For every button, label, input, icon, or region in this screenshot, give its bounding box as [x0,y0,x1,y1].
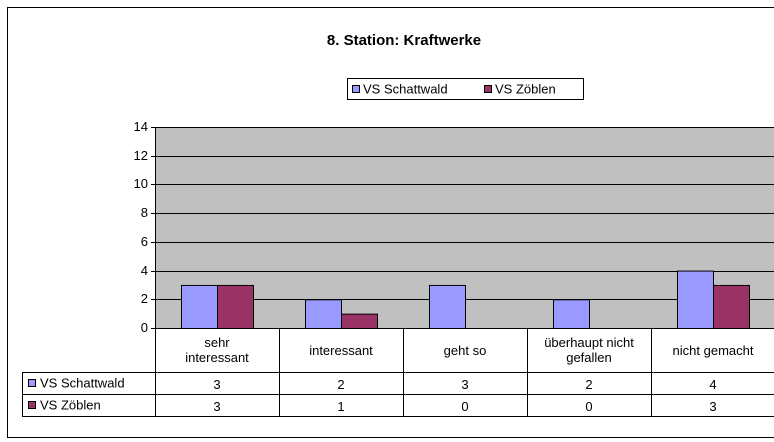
bar [217,284,254,329]
table-value: 0 [527,395,651,417]
table-swatch [28,379,36,387]
y-tick-label: 14 [134,119,148,134]
category-label-text: interessant [309,342,373,358]
table-value: 3 [651,395,774,417]
table-value-text: 3 [213,376,221,392]
table-value: 1 [279,395,403,417]
bar [181,284,218,329]
bar [553,299,590,329]
legend-box [347,78,584,100]
bar [677,270,714,330]
category-label: überhaupt nicht gefallen [527,328,651,372]
legend-swatch [352,85,360,93]
y-tick-label: 4 [141,263,148,278]
table-swatch [28,401,36,409]
category-label-text: sehr interessant [185,335,249,365]
table-value-text: 1 [337,398,345,414]
table-value-text: 3 [709,398,717,414]
table-value: 2 [279,373,403,395]
category-label: sehr interessant [155,328,279,372]
category-label: geht so [403,328,527,372]
table-value-text: 4 [709,376,717,392]
table-value-text: 0 [461,398,469,414]
chart-title: 8. Station: Kraftwerke [327,32,481,49]
table-value-text: 0 [585,398,593,414]
table-value-text: 2 [585,376,593,392]
table-value-text: 2 [337,376,345,392]
table-value-text: 3 [461,376,469,392]
category-label: interessant [279,328,403,372]
table-value-text: 3 [213,398,221,414]
bar [341,313,378,329]
table-value: 2 [527,373,651,395]
table-value: 4 [651,373,774,395]
table-value: 3 [403,373,527,395]
table-value: 3 [155,373,279,395]
table-value: 3 [155,395,279,417]
table-value: 0 [403,395,527,417]
y-tick-label: 0 [141,320,148,335]
category-label-text: überhaupt nicht gefallen [544,335,634,365]
y-tick-label: 8 [141,205,148,220]
bar [713,284,750,329]
category-label: nicht gemacht [651,328,774,372]
table-row-label: VS Schattwald [40,375,125,390]
legend-label: VS Schattwald [363,81,448,96]
category-label-text: geht so [443,342,487,358]
bar [429,284,466,329]
category-label-text: nicht gemacht [672,342,754,358]
table-row-label: VS Zöblen [40,397,101,412]
y-tick-label: 6 [141,234,148,249]
y-tick-label: 12 [134,148,148,163]
y-tick-label: 2 [141,291,148,306]
legend-swatch [484,85,492,93]
legend-label: VS Zöblen [495,81,556,96]
y-tick-label: 10 [134,176,148,191]
bar [305,299,342,329]
